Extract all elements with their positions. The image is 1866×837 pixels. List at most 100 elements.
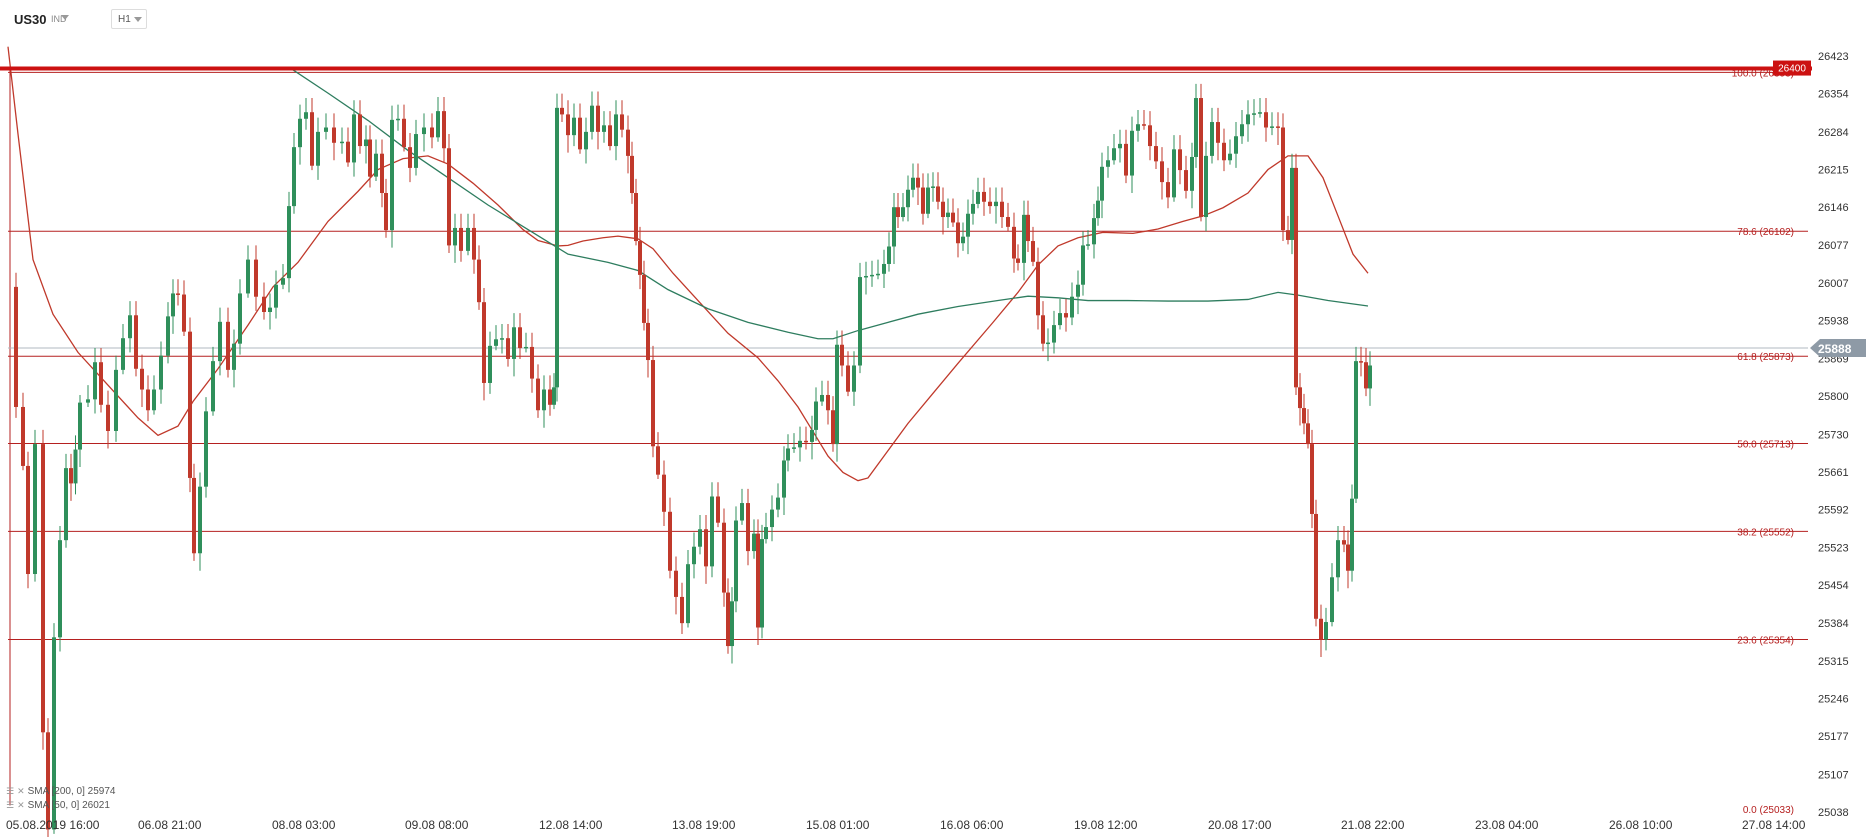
candle-body bbox=[710, 496, 714, 567]
x-tick-label: 16.08 06:00 bbox=[940, 818, 1004, 832]
candle-body bbox=[1172, 149, 1176, 198]
candle-body bbox=[324, 127, 328, 132]
candle-body bbox=[1130, 130, 1134, 176]
candle-body bbox=[630, 155, 634, 194]
candle-body bbox=[1222, 142, 1226, 161]
candle-body bbox=[192, 477, 196, 554]
legend-settings-icon[interactable]: ☰ bbox=[6, 800, 15, 810]
legend-settings-icon[interactable]: ☰ bbox=[6, 786, 15, 796]
candle-body bbox=[128, 315, 132, 339]
candle-body bbox=[555, 107, 559, 388]
x-tick-label: 06.08 21:00 bbox=[138, 818, 202, 832]
y-tick-label: 25730 bbox=[1818, 429, 1849, 441]
candle-body bbox=[906, 189, 910, 208]
candle-body bbox=[414, 134, 418, 168]
candle-body bbox=[1281, 127, 1285, 231]
moving-averages bbox=[7, 46, 1369, 482]
candle-body bbox=[756, 533, 760, 628]
candle-body bbox=[1086, 244, 1090, 246]
candle-body bbox=[1124, 143, 1128, 176]
candle-body bbox=[396, 118, 400, 121]
candle-body bbox=[246, 259, 250, 294]
candle-body bbox=[704, 529, 708, 567]
candle-body bbox=[656, 446, 660, 475]
candle-body bbox=[254, 259, 258, 297]
candle-body bbox=[298, 118, 302, 148]
candle-body bbox=[1210, 122, 1214, 156]
candle-body bbox=[1184, 170, 1188, 191]
candle-body bbox=[1012, 226, 1016, 259]
x-tick-label: 27.08 14:00 bbox=[1742, 818, 1806, 832]
candle-body bbox=[566, 114, 570, 136]
candle-body bbox=[518, 327, 522, 349]
candle-body bbox=[121, 338, 125, 370]
timeframe-select[interactable]: H1 bbox=[111, 9, 147, 29]
candle-body bbox=[662, 474, 666, 512]
candle-body bbox=[152, 389, 156, 411]
candle-body bbox=[274, 284, 278, 308]
x-tick-label: 09.08 08:00 bbox=[405, 818, 469, 832]
y-tick-label: 26284 bbox=[1818, 127, 1849, 139]
candle-body bbox=[211, 361, 215, 412]
candle-body bbox=[1330, 577, 1334, 623]
candle-body bbox=[548, 389, 552, 405]
legend-remove-icon[interactable]: ✕ bbox=[17, 786, 25, 796]
candle-body bbox=[1359, 361, 1363, 363]
candle-body bbox=[1031, 241, 1035, 262]
candle-body bbox=[740, 503, 744, 521]
candle-body bbox=[916, 177, 920, 188]
legend-sma200[interactable]: ☰ ✕ SMA [200, 0] 25974 bbox=[6, 786, 115, 797]
candle-body bbox=[340, 141, 344, 144]
fib-label: 100.0 (26393) bbox=[1732, 68, 1794, 79]
candle-body bbox=[58, 540, 62, 638]
y-tick-label: 26077 bbox=[1818, 240, 1849, 252]
candle-body bbox=[941, 201, 945, 218]
candle-body bbox=[552, 387, 556, 405]
candle-body bbox=[1092, 218, 1096, 245]
candle-body bbox=[936, 186, 940, 202]
candle-body bbox=[146, 389, 150, 411]
fib-label: 0.0 (25033) bbox=[1743, 805, 1794, 816]
candle-body bbox=[171, 293, 175, 317]
candle-body bbox=[584, 131, 588, 150]
candle-body bbox=[159, 355, 163, 390]
current-price-tag bbox=[1810, 339, 1866, 358]
y-tick-label: 25315 bbox=[1818, 656, 1849, 668]
candle-body bbox=[114, 369, 118, 431]
candle-body bbox=[864, 275, 868, 278]
candle-body bbox=[1258, 112, 1262, 114]
candle-body bbox=[1026, 214, 1030, 242]
candle-body bbox=[346, 141, 350, 163]
candle-body bbox=[840, 344, 844, 366]
legend-sma50[interactable]: ☰ ✕ SMA [50, 0] 26021 bbox=[6, 800, 110, 811]
x-tick-label: 05.08.2019 16:00 bbox=[6, 818, 100, 832]
candle-body bbox=[887, 246, 891, 264]
resistance-tag-label: 26400 bbox=[1778, 64, 1806, 75]
candle-body bbox=[368, 139, 372, 177]
x-tick-label: 20.08 17:00 bbox=[1208, 818, 1272, 832]
y-tick-label: 25384 bbox=[1818, 618, 1849, 630]
candle-body bbox=[730, 601, 734, 647]
candle-body bbox=[316, 131, 320, 166]
candle-body bbox=[680, 596, 684, 624]
candle-body bbox=[64, 468, 68, 541]
candle-body bbox=[792, 447, 796, 449]
y-tick-label: 26215 bbox=[1818, 165, 1849, 177]
candle-body bbox=[1314, 513, 1318, 619]
candle-body bbox=[21, 406, 25, 466]
x-tick-label: 13.08 19:00 bbox=[672, 818, 736, 832]
candle-body bbox=[835, 344, 839, 445]
candle-body bbox=[408, 147, 412, 168]
symbol-label[interactable]: US30 bbox=[14, 12, 47, 27]
candle-body bbox=[961, 236, 965, 244]
candle-body bbox=[1240, 124, 1244, 137]
candle-body bbox=[1270, 126, 1274, 128]
candle-body bbox=[1350, 498, 1354, 571]
candle-body bbox=[1286, 230, 1290, 240]
candle-body bbox=[281, 278, 285, 285]
candle-body bbox=[466, 227, 470, 251]
legend-remove-icon[interactable]: ✕ bbox=[17, 800, 25, 810]
symbol-dropdown-icon[interactable] bbox=[61, 15, 69, 20]
y-tick-label: 25938 bbox=[1818, 316, 1849, 328]
